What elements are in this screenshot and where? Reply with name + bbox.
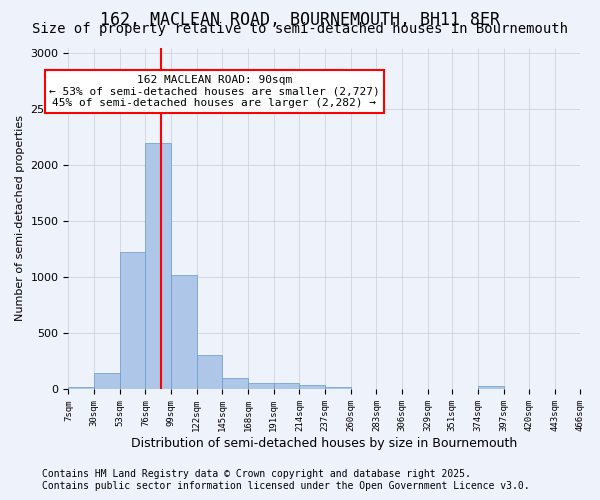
Bar: [197, 354, 223, 390]
Bar: [325, 387, 350, 390]
Bar: [68, 387, 94, 390]
Text: 162, MACLEAN ROAD, BOURNEMOUTH, BH11 8ER: 162, MACLEAN ROAD, BOURNEMOUTH, BH11 8ER: [100, 11, 500, 29]
Text: Contains HM Land Registry data © Crown copyright and database right 2025.
Contai: Contains HM Land Registry data © Crown c…: [42, 470, 530, 491]
Bar: [120, 252, 145, 390]
Bar: [299, 385, 325, 390]
Bar: [478, 386, 503, 390]
X-axis label: Distribution of semi-detached houses by size in Bournemouth: Distribution of semi-detached houses by …: [131, 437, 518, 450]
Bar: [223, 378, 248, 390]
Bar: [171, 275, 197, 390]
Bar: [145, 143, 171, 390]
Bar: [274, 382, 299, 390]
Bar: [248, 382, 274, 390]
Y-axis label: Number of semi-detached properties: Number of semi-detached properties: [15, 116, 25, 322]
Bar: [94, 372, 120, 390]
Text: 162 MACLEAN ROAD: 90sqm
← 53% of semi-detached houses are smaller (2,727)
45% of: 162 MACLEAN ROAD: 90sqm ← 53% of semi-de…: [49, 75, 380, 108]
Text: Size of property relative to semi-detached houses in Bournemouth: Size of property relative to semi-detach…: [32, 22, 568, 36]
